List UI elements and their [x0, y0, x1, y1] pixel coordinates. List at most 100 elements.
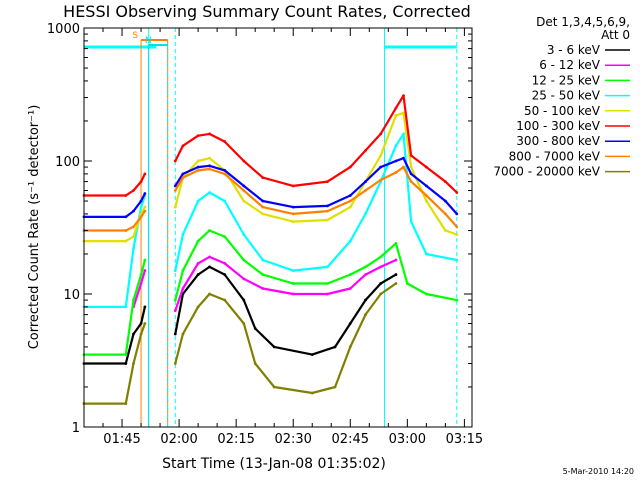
series-5-point-3	[139, 180, 143, 184]
series-3-point-15	[348, 239, 352, 243]
series-4-point-22	[443, 229, 447, 232]
series-8-point-2	[132, 362, 135, 365]
series-1-point-12	[326, 292, 329, 296]
series-7-point-9	[208, 167, 211, 171]
series-8-point-15	[333, 385, 337, 389]
series-2-point-1	[124, 353, 128, 357]
series-0-point-15	[333, 345, 337, 349]
series-1-point-13	[348, 287, 352, 290]
series-1-point-8	[223, 261, 227, 265]
series-5-point-18	[394, 106, 398, 110]
series-4-point-8	[196, 159, 200, 163]
series-3-point-6	[173, 269, 177, 272]
series-4-point-1	[124, 239, 128, 243]
series-0-point-11	[242, 298, 246, 302]
series-6-point-12	[261, 199, 265, 203]
y-tick-label-1: 10	[63, 288, 80, 303]
series-5-point-15	[348, 165, 352, 169]
x-tick-label-5: 03:00	[389, 432, 426, 447]
legend-header-0: Det 1,3,4,5,6,9,	[536, 15, 630, 29]
legend-label-4: 50 - 100 keV	[524, 104, 601, 118]
series-6-point-17	[379, 165, 383, 169]
x-tick-label-6: 03:15	[446, 432, 483, 447]
series-6-point-1	[124, 215, 128, 219]
series-4-point-17	[379, 154, 383, 157]
series-7-point-6	[173, 189, 177, 192]
series-0-point-10	[223, 273, 227, 276]
series-8-point-1	[124, 402, 128, 405]
series-2-point-21	[455, 298, 459, 302]
series-0-point-1	[124, 362, 128, 365]
series-8-point-12	[253, 362, 257, 365]
series-3-point-2	[132, 247, 135, 250]
series-1-point-9	[242, 277, 246, 281]
series-2-point-15	[348, 273, 352, 276]
series-2-point-18	[394, 242, 398, 245]
series-8-point-18	[379, 292, 383, 296]
series-6-point-14	[326, 204, 329, 208]
series-7-point-15	[348, 199, 352, 203]
series-6-point-9	[208, 164, 211, 168]
series-0-point-19	[394, 273, 398, 276]
series-7-point-14	[326, 209, 329, 213]
footer-date: 5-Mar-2010 14:20	[563, 467, 634, 476]
series-2-point-6	[173, 298, 177, 302]
series-2-point-2	[132, 298, 135, 302]
series-3-point-13	[291, 269, 295, 272]
series-7-point-1	[124, 229, 128, 232]
series-0-point-6	[173, 332, 177, 336]
series-0-point-16	[348, 322, 352, 325]
series-4-point-23	[455, 233, 459, 236]
series-3-point-21	[424, 252, 428, 256]
series-6-point-20	[409, 172, 413, 176]
x-tick-label-3: 02:30	[274, 432, 311, 447]
series-6-point-6	[173, 184, 177, 188]
series-8-point-9	[208, 292, 211, 296]
series-7-point-10	[223, 172, 227, 176]
series-2-point-11	[242, 258, 246, 262]
series-4-point-19	[402, 111, 405, 115]
series-5-point-4	[143, 172, 147, 176]
y-tick-label-2: 100	[55, 155, 80, 170]
series-3-point-12	[261, 258, 265, 262]
series-4-point-14	[326, 218, 329, 222]
y-axis-label: Corrected Count Rate (s⁻¹ detector⁻¹)	[27, 105, 42, 350]
series-6-point-3	[139, 199, 143, 203]
series-6-point-22	[443, 199, 447, 203]
series-3-point-14	[326, 265, 329, 269]
series-8-point-3	[139, 332, 143, 336]
legend-label-5: 100 - 300 keV	[516, 119, 600, 133]
series-7-point-21	[424, 194, 428, 197]
series-4-point-21	[424, 199, 428, 203]
series-7-point-8	[196, 168, 200, 172]
series-5-point-22	[443, 180, 447, 184]
series-5-point-20	[409, 154, 413, 157]
series-8-point-11	[242, 322, 246, 325]
series-8-point-13	[272, 385, 276, 389]
series-5-point-21	[424, 165, 428, 169]
y-tick-label-3: 1000	[47, 22, 80, 37]
series-8-point-6	[173, 362, 177, 365]
series-4-point-11	[242, 199, 246, 203]
series-2-point-16	[364, 265, 367, 269]
series-7-point-23	[455, 225, 459, 229]
series-3-point-16	[364, 212, 367, 216]
series-7-point-22	[443, 212, 447, 216]
series-8-point-7	[181, 332, 185, 336]
x-tick-label-2: 02:15	[217, 432, 254, 447]
series-5-point-23	[455, 191, 459, 194]
series-4-point-13	[291, 220, 295, 224]
series-1-point-7	[208, 255, 211, 259]
series-5-point-16	[364, 149, 367, 152]
series-6-point-2	[132, 209, 135, 213]
series-2-point-10	[223, 235, 227, 239]
series-2-point-14	[326, 282, 329, 285]
legend-label-2: 12 - 25 keV	[532, 73, 601, 87]
series-5-point-11	[242, 159, 246, 163]
series-7-point-2	[132, 225, 135, 229]
series-5-point-6	[173, 159, 177, 163]
series-1-point-6	[196, 261, 200, 265]
axes: 01:45 02:00 02:15 02:30 02:45 03:00 03:15 1 10 10…	[47, 22, 483, 447]
series-0-point-4	[143, 305, 147, 309]
